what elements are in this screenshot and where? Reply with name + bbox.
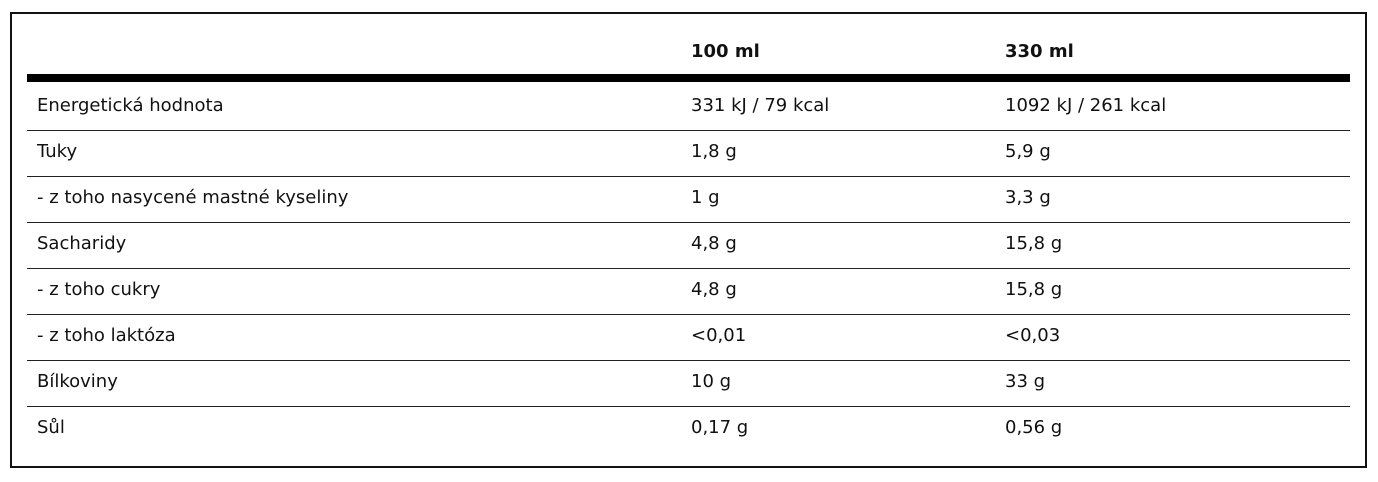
row-label: Bílkoviny <box>37 371 118 392</box>
column-header: 330 ml <box>1005 41 1074 62</box>
row-value: 15,8 g <box>1005 233 1063 254</box>
row-separator <box>27 406 1350 407</box>
row-value: <0,03 <box>1005 325 1061 346</box>
row-label: Tuky <box>37 141 78 162</box>
row-separator <box>27 222 1350 223</box>
row-value: 15,8 g <box>1005 279 1063 300</box>
row-separator <box>27 314 1350 315</box>
row-value: <0,01 <box>691 325 747 346</box>
row-value: 4,8 g <box>691 233 737 254</box>
row-label: - z toho nasycené mastné kyseliny <box>37 187 349 208</box>
row-separator <box>27 130 1350 131</box>
row-value: 1092 kJ / 261 kcal <box>1005 95 1167 116</box>
row-value: 4,8 g <box>691 279 737 300</box>
row-value: 331 kJ / 79 kcal <box>691 95 830 116</box>
row-label: Sacharidy <box>37 233 127 254</box>
table-frame <box>10 12 1367 468</box>
row-value: 5,9 g <box>1005 141 1051 162</box>
row-value: 1,8 g <box>691 141 737 162</box>
row-value: 1 g <box>691 187 720 208</box>
row-label: - z toho cukry <box>37 279 161 300</box>
row-label: - z toho laktóza <box>37 325 176 346</box>
row-separator <box>27 268 1350 269</box>
row-value: 3,3 g <box>1005 187 1051 208</box>
row-separator <box>27 360 1350 361</box>
row-value: 33 g <box>1005 371 1046 392</box>
row-value: 10 g <box>691 371 732 392</box>
header-rule <box>27 74 1350 82</box>
row-label: Sůl <box>37 417 65 438</box>
column-header: 100 ml <box>691 41 760 62</box>
row-separator <box>27 176 1350 177</box>
row-value: 0,17 g <box>691 417 749 438</box>
row-label: Energetická hodnota <box>37 95 224 116</box>
row-value: 0,56 g <box>1005 417 1063 438</box>
